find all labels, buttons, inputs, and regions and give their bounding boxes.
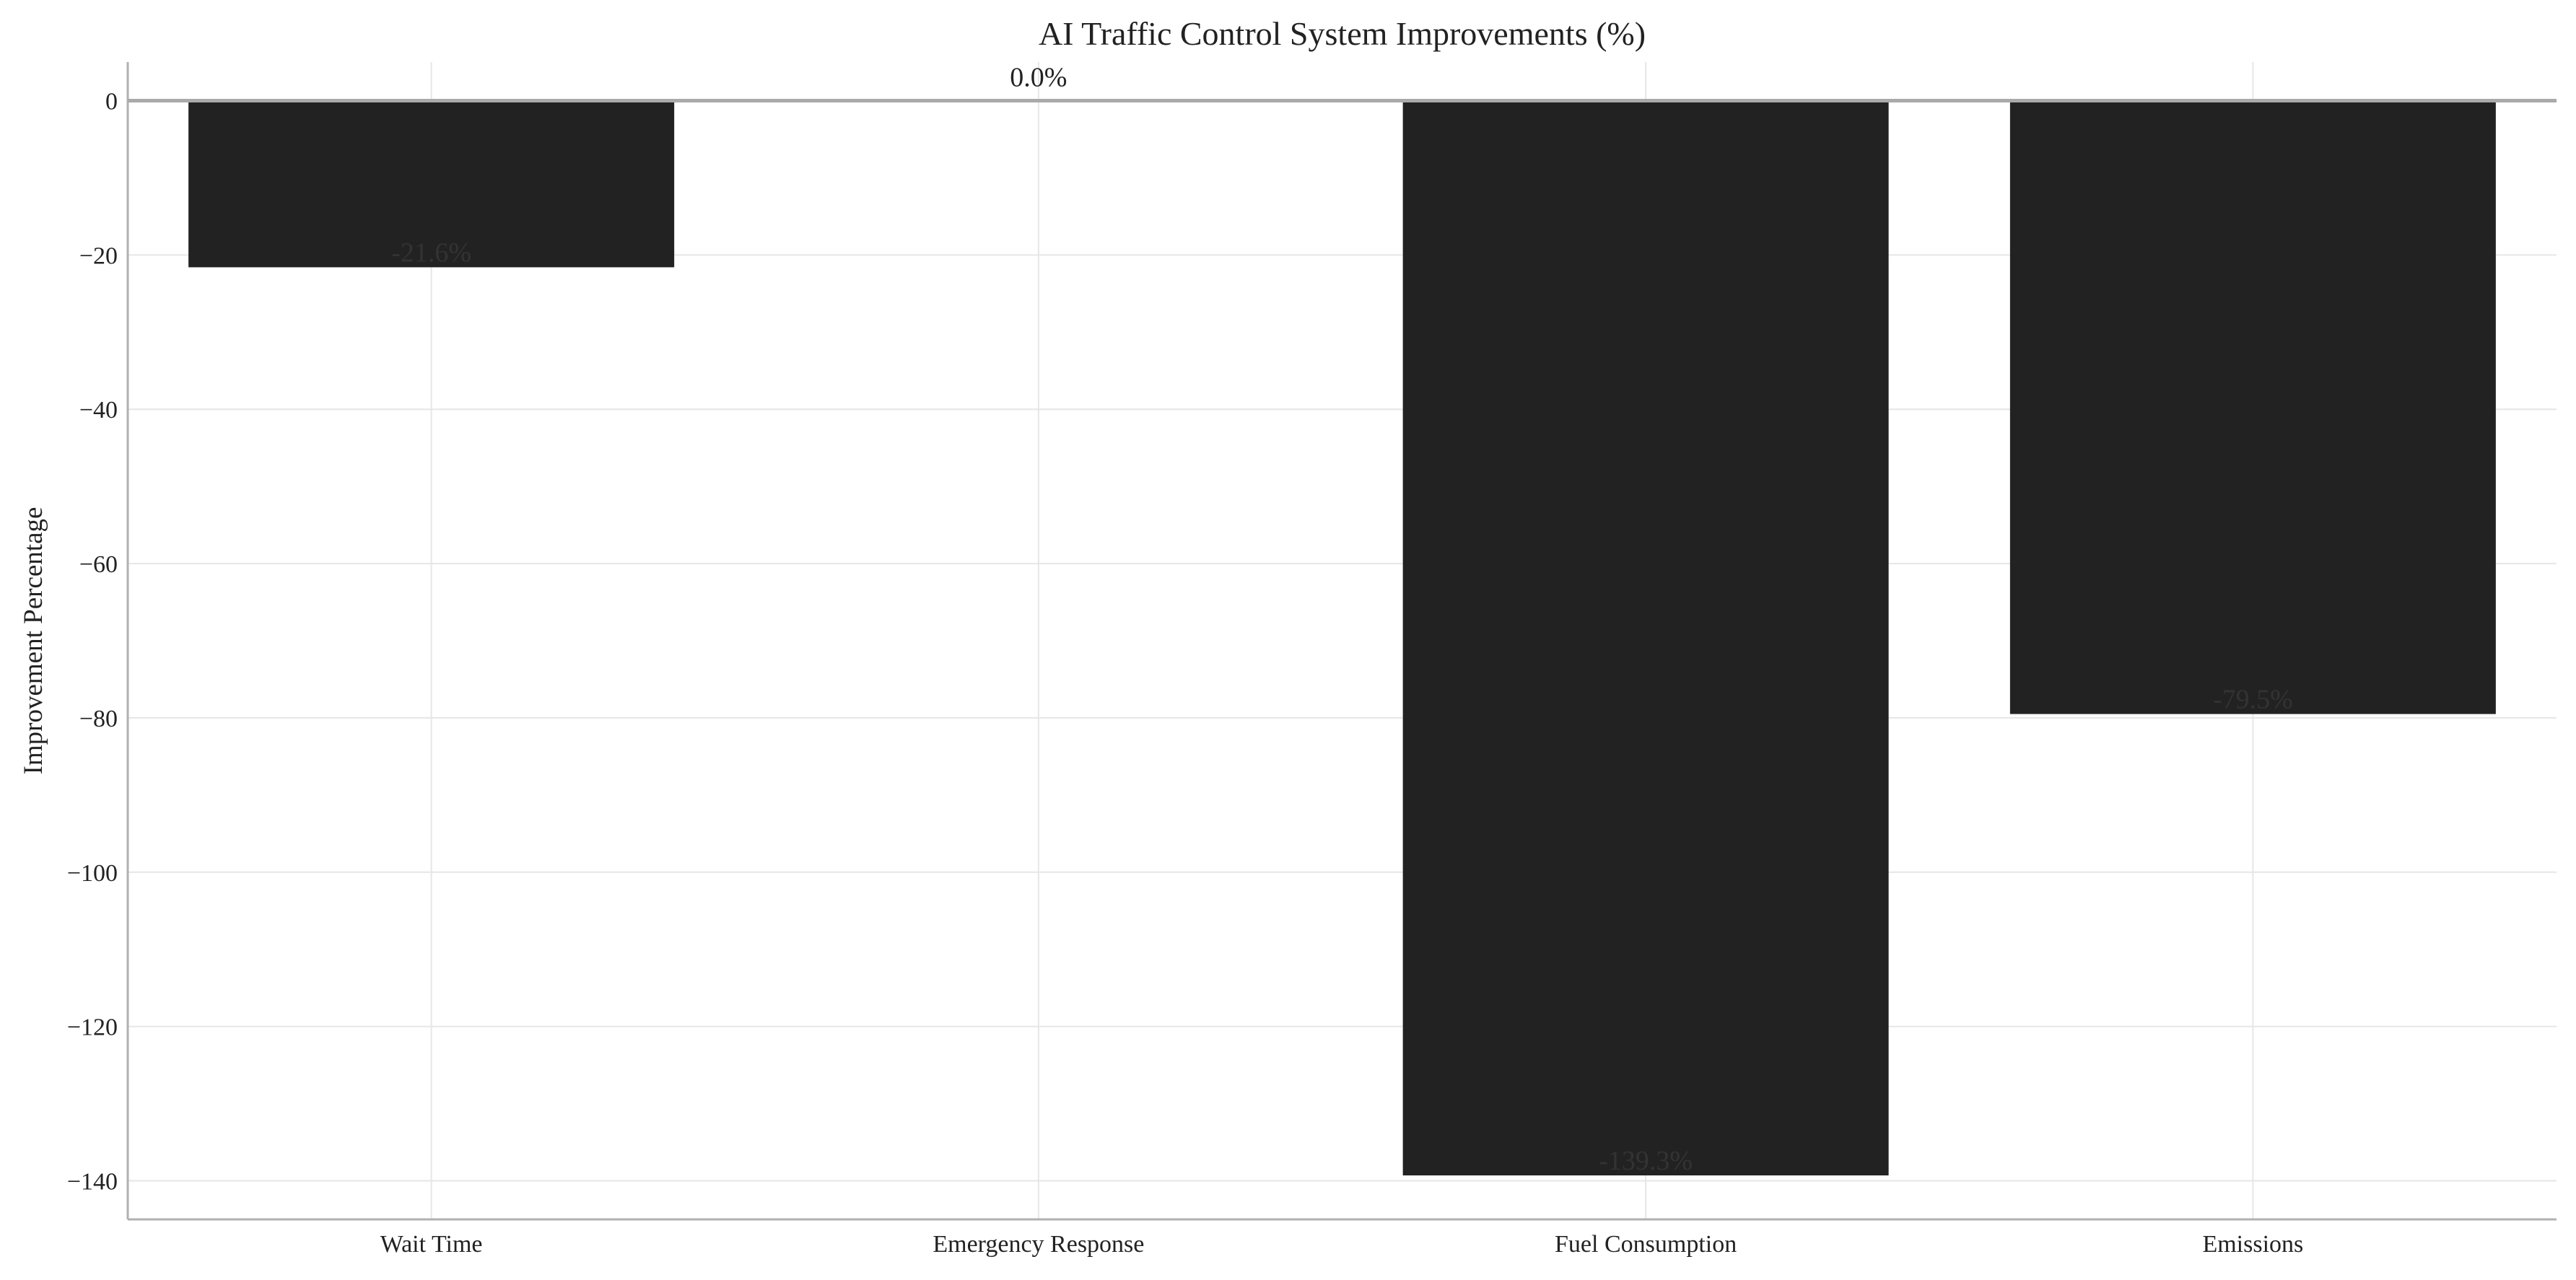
axes [126,62,2557,1221]
x-tick-label: Fuel Consumption [1555,1231,1737,1258]
x-tick-label: Emissions [2202,1231,2303,1258]
bar [1402,100,1889,1176]
y-tick-label: −20 [79,242,118,269]
data-labels: -21.6% 0.0% -139.3% -79.5% [391,62,2293,1176]
x-tick-label: Wait Time [380,1231,483,1258]
bar [188,100,675,268]
x-tick-label: Emergency Response [933,1231,1144,1258]
bar-value-label: -79.5% [2213,685,2293,715]
bar-value-label: 0.0% [1010,62,1067,92]
y-tick-labels: 0 −20 −40 −60 −80 −100 −120 −140 [67,88,118,1195]
bar-value-label: -139.3% [1599,1146,1693,1176]
y-tick-label: 0 [105,88,118,115]
y-tick-label: −40 [79,397,118,424]
bars [188,100,2496,1176]
y-tick-label: −120 [67,1014,118,1041]
bar [2009,100,2496,714]
x-tick-labels: Wait Time Emergency Response Fuel Consumpt… [380,1231,2304,1258]
y-axis-label: Improvement Percentage [19,507,48,775]
y-tick-label: −80 [79,706,118,732]
chart-title: AI Traffic Control System Improvements (… [1039,15,1646,52]
y-tick-label: −100 [67,860,118,887]
bar-value-label: -21.6% [391,237,471,268]
y-tick-label: −140 [67,1169,118,1196]
y-tick-label: −60 [79,551,118,578]
